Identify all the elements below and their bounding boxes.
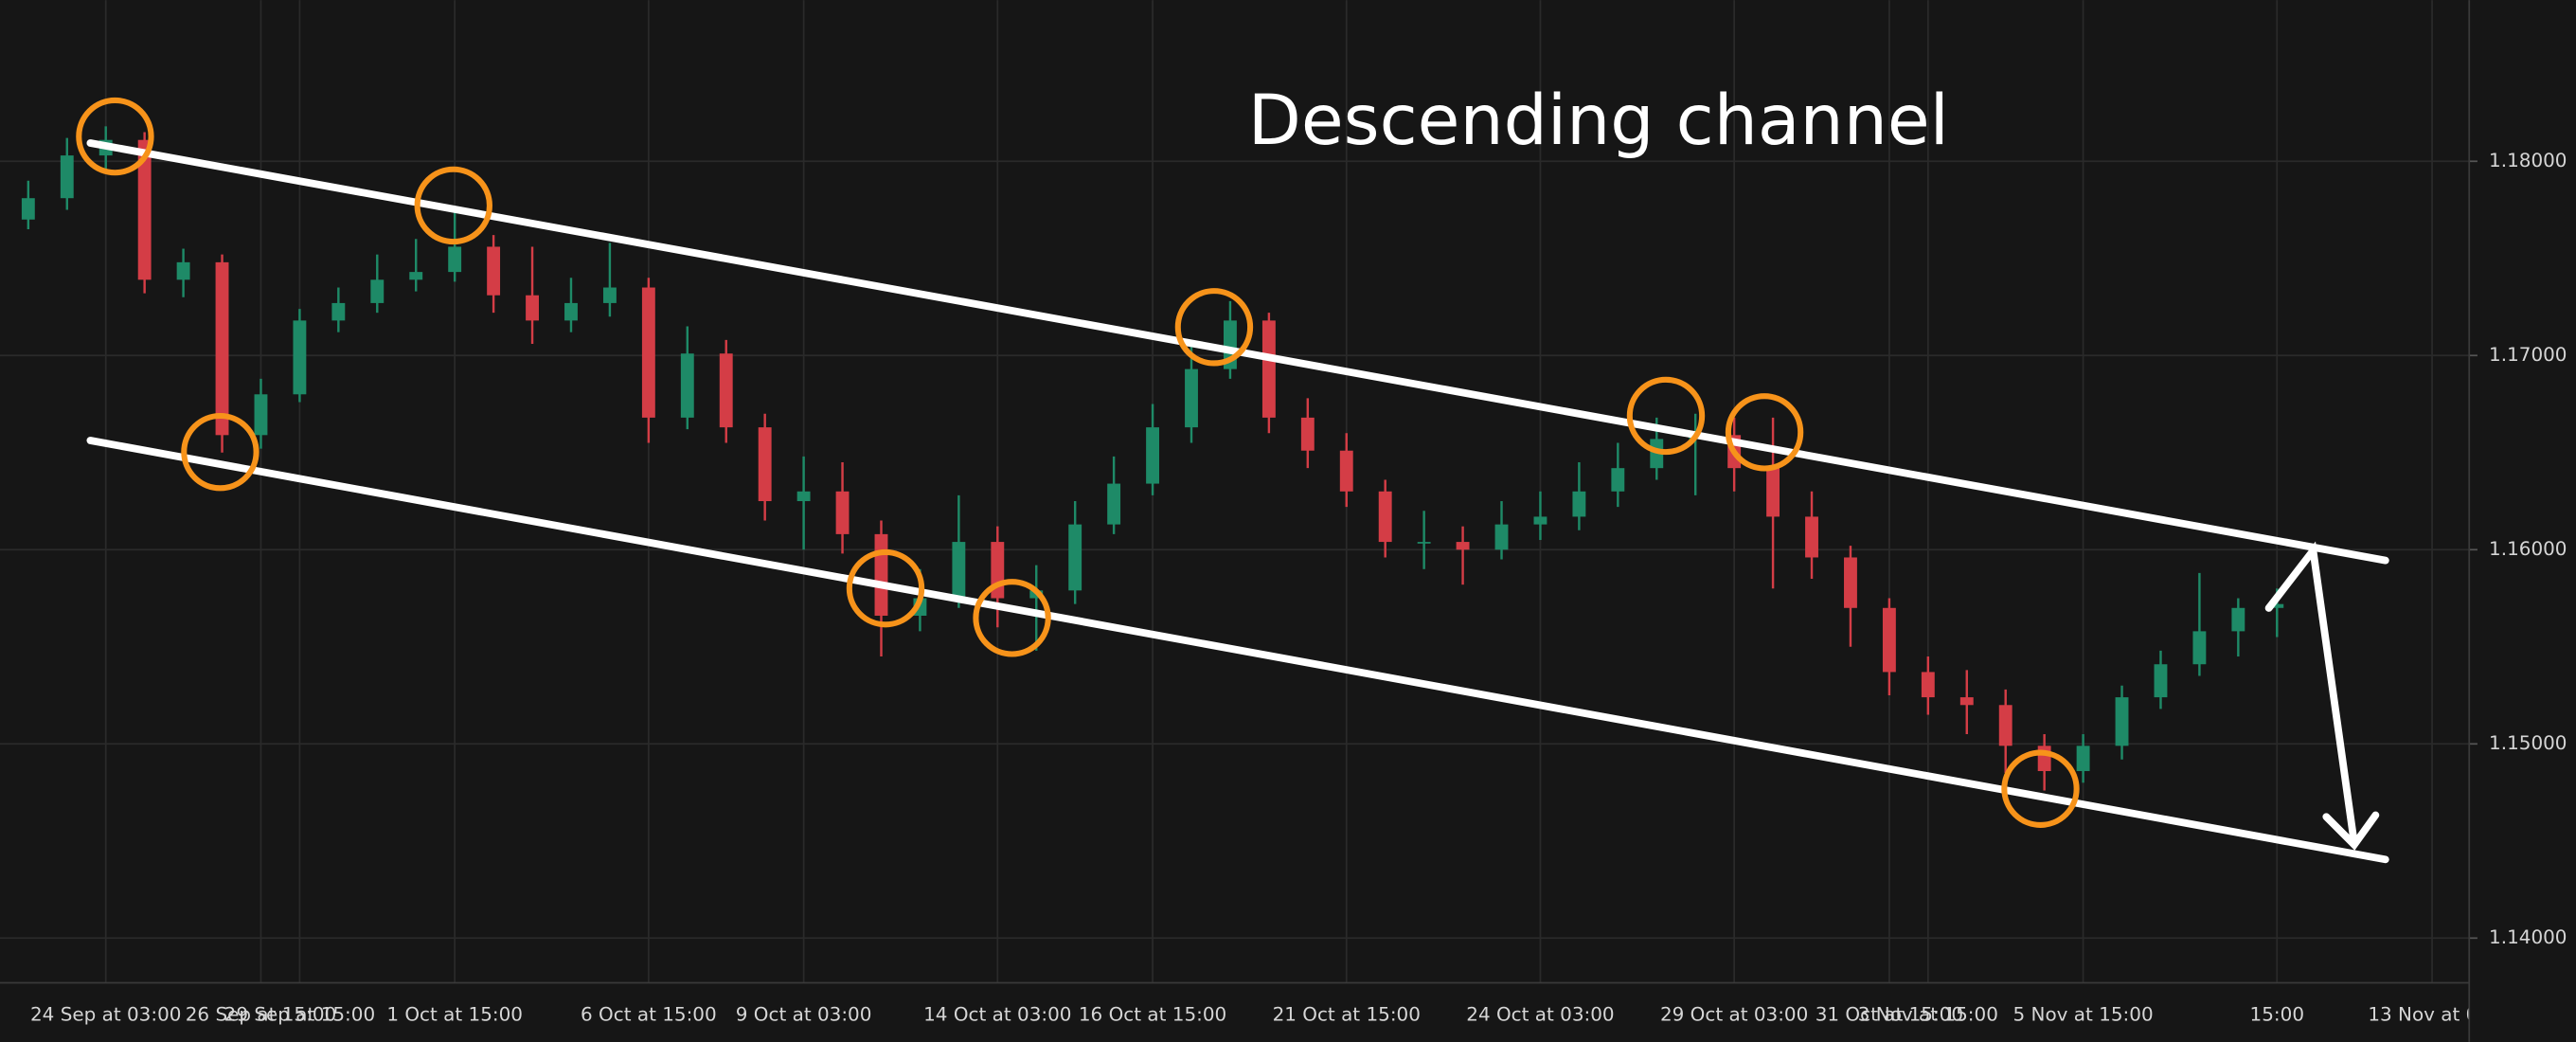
candle-body xyxy=(835,491,850,534)
candle-body xyxy=(1456,542,1470,550)
candle-body xyxy=(487,246,501,296)
y-tick-label: 1.15000 xyxy=(2489,731,2567,754)
candle-body xyxy=(1572,491,1586,517)
candle-body xyxy=(448,246,462,273)
touch-circle xyxy=(414,166,492,245)
candle-body xyxy=(21,198,35,220)
candle-body xyxy=(2115,697,2129,746)
candle-body xyxy=(2270,603,2284,608)
candle-body xyxy=(1533,516,1547,525)
candle-body xyxy=(1805,516,1818,558)
x-tick-label: 29 Oct at 03:00 xyxy=(1660,1003,1808,1026)
candle-body xyxy=(1921,672,1935,698)
candle-body xyxy=(137,139,152,280)
touch-points xyxy=(76,97,2080,828)
candle-body xyxy=(254,394,268,436)
y-tick-label: 1.16000 xyxy=(2489,537,2567,560)
y-tick-label: 1.18000 xyxy=(2489,149,2567,171)
y-axis: 1.14000 1.15000 1.16000 1.17000 1.18000 xyxy=(2469,149,2567,948)
candle-body xyxy=(1146,427,1159,484)
candle-body xyxy=(1300,417,1315,451)
candle-body xyxy=(680,353,694,418)
x-tick-label: 13 Nov at 03: xyxy=(2368,1003,2496,1026)
x-tick-label: 6 Oct at 15:00 xyxy=(581,1003,717,1026)
candle-body xyxy=(370,279,385,303)
touch-circle xyxy=(1626,376,1706,456)
candle-body xyxy=(1339,450,1353,492)
touch-circle xyxy=(1725,393,1804,472)
x-tick-label: 14 Oct at 03:00 xyxy=(923,1003,1071,1026)
candle-body xyxy=(2037,746,2051,771)
candle-body xyxy=(1611,468,1625,492)
candle-body xyxy=(215,261,229,436)
candle-body xyxy=(564,302,578,321)
touch-circle xyxy=(973,579,1051,657)
candle-body xyxy=(1185,368,1198,428)
candle-body xyxy=(2192,631,2207,665)
x-tick-label: 1 Oct at 15:00 xyxy=(386,1003,523,1026)
candle-body xyxy=(526,295,539,321)
x-tick-label: 24 Sep at 03:00 xyxy=(30,1003,181,1026)
candle-body xyxy=(719,353,733,428)
x-tick-label: 24 Oct at 03:00 xyxy=(1466,1003,1614,1026)
candle-body xyxy=(293,320,307,395)
y-tick-label: 1.17000 xyxy=(2489,343,2567,366)
touch-circle xyxy=(1174,288,1254,367)
candle-body xyxy=(602,287,617,303)
candle-body xyxy=(1494,524,1509,550)
candles xyxy=(21,126,2284,791)
touch-circle xyxy=(76,97,154,176)
candle-body xyxy=(1107,483,1121,525)
touch-circle xyxy=(2001,749,2080,828)
projection-arrow xyxy=(2264,541,2358,847)
x-tick-label: 29 Sep at 15:00 xyxy=(224,1003,375,1026)
candle-body xyxy=(2154,664,2168,698)
candle-body xyxy=(2076,746,2090,771)
candle-body xyxy=(1378,491,1392,543)
candle-body xyxy=(2231,607,2245,632)
candle-body xyxy=(331,302,346,321)
x-tick-label: 15:00 xyxy=(2250,1003,2304,1026)
candle-body xyxy=(1068,524,1082,591)
x-tick-label: 16 Oct at 15:00 xyxy=(1079,1003,1226,1026)
candle-body xyxy=(60,155,74,199)
candle-body xyxy=(1844,557,1857,608)
x-tick-label: 3 Nov at 15:00 xyxy=(1858,1003,1998,1026)
candle-body xyxy=(1959,697,1974,706)
y-tick-label: 1.14000 xyxy=(2489,925,2567,948)
arrow-head xyxy=(2322,811,2380,851)
candle-body xyxy=(874,533,888,616)
touch-circle xyxy=(181,412,259,492)
candle-body xyxy=(1998,705,2012,746)
touch-circle xyxy=(846,548,925,628)
candle-body xyxy=(1882,607,1896,673)
x-tick-label: 9 Oct at 03:00 xyxy=(736,1003,872,1026)
candle-body xyxy=(1261,320,1276,418)
candle-body xyxy=(758,427,772,502)
candle-body xyxy=(641,287,655,418)
x-tick-label: 26 Sep at 15:00 xyxy=(186,1003,336,1026)
candle-body xyxy=(1766,468,1780,517)
candle-body xyxy=(1417,542,1431,544)
x-tick-label: 31 Oct at 15:00 xyxy=(1816,1003,1963,1026)
x-tick-label: 21 Oct at 15:00 xyxy=(1273,1003,1421,1026)
candle-body xyxy=(409,272,423,280)
chart-title: Descending channel xyxy=(1248,81,1949,161)
candle-body xyxy=(176,261,190,280)
candle-body xyxy=(796,491,811,502)
candle-body xyxy=(952,542,966,599)
x-tick-label: 5 Nov at 15:00 xyxy=(2013,1003,2154,1026)
